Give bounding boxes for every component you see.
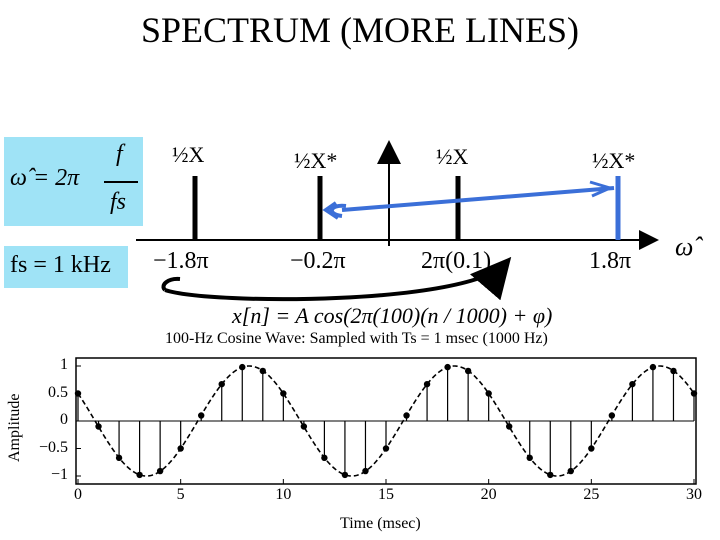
- x-tick-label: 25: [583, 486, 600, 503]
- alias-arrow-shaft: [341, 186, 615, 212]
- freq-label-minus-0-2pi: −0.2π: [290, 248, 346, 274]
- coef-label-3: ½X: [436, 144, 469, 169]
- sample-point: [649, 363, 657, 371]
- y-tick-label: −0.5: [38, 438, 68, 456]
- x-tick-label: 15: [378, 486, 394, 503]
- sample-point: [239, 363, 246, 371]
- x-tick-label: 5: [176, 486, 185, 503]
- sample-point: [74, 390, 82, 397]
- sample-point: [588, 445, 595, 452]
- sample-point: [629, 380, 636, 388]
- sample-point: [547, 471, 554, 479]
- omega-axis-label: ω̂: [675, 232, 694, 261]
- sample-point: [280, 390, 287, 397]
- chart-title: 100-Hz Cosine Wave: Sampled with Ts = 1 …: [165, 330, 548, 347]
- sample-point: [670, 367, 677, 375]
- sample-point: [444, 363, 451, 371]
- sample-point: [198, 412, 205, 419]
- sample-point: [259, 367, 266, 375]
- sample-point: [300, 423, 308, 430]
- sample-point: [341, 471, 349, 479]
- sample-point: [567, 467, 574, 475]
- sample-point: [464, 367, 472, 375]
- x-tick-label: 0: [74, 486, 82, 503]
- x-tick-label: 20: [480, 486, 497, 503]
- freq-label-1-8pi: 1.8π: [589, 248, 632, 274]
- y-tick-label: −1: [50, 466, 68, 483]
- fold-arrow: [164, 256, 512, 302]
- alias-arrow-head: [322, 201, 347, 220]
- y-tick-label: 0.5: [48, 383, 68, 401]
- sample-point: [423, 380, 431, 388]
- slide-title: SPECTRUM (MORE LINES): [140, 10, 580, 50]
- sample-point: [218, 380, 225, 388]
- sample-point: [608, 412, 616, 419]
- x-tick-label: 10: [275, 486, 292, 503]
- sample-point: [485, 390, 492, 397]
- sample-point: [526, 454, 533, 462]
- sample-point: [403, 412, 410, 419]
- y-tick-label: 0: [60, 411, 68, 428]
- x-tick-label: 30: [686, 486, 702, 503]
- sample-point: [382, 445, 390, 452]
- sample-point: [156, 467, 164, 475]
- omega-hat-formula-box: ω̂ = 2π f fs: [4, 137, 143, 226]
- sample-point: [362, 467, 369, 475]
- sampling-rate-text: fs = 1 kHz: [10, 252, 111, 278]
- coef-label-2: ½X*: [294, 148, 338, 173]
- y-tick-label: 1: [60, 356, 68, 373]
- coef-label-1: ½X: [172, 142, 205, 167]
- chart-xlabel: Time (msec): [340, 515, 421, 532]
- plot-layer: [74, 363, 698, 484]
- omega-hat-numerator: f: [116, 141, 123, 167]
- alias-arrow-tail: [589, 180, 615, 198]
- freq-label-minus-1-8pi: −1.8π: [153, 248, 209, 274]
- sample-point: [115, 454, 123, 462]
- sample-point: [177, 445, 184, 452]
- fraction-bar: [104, 181, 138, 183]
- sample-point: [690, 390, 698, 397]
- sample-point: [136, 471, 143, 479]
- sample-point: [506, 423, 513, 430]
- sampling-rate-box: fs = 1 kHz: [4, 246, 128, 288]
- fold-arrow-tail: [161, 276, 181, 292]
- sample-point: [95, 423, 102, 430]
- sample-point: [321, 454, 328, 462]
- signal-formula: x[n] = A cos(2π(100)(n / 1000) + φ): [232, 303, 553, 328]
- omega-hat-denominator: fs: [110, 189, 127, 215]
- coef-label-4: ½X*: [592, 148, 636, 173]
- omega-hat-lhs: ω̂ = 2π: [10, 165, 80, 191]
